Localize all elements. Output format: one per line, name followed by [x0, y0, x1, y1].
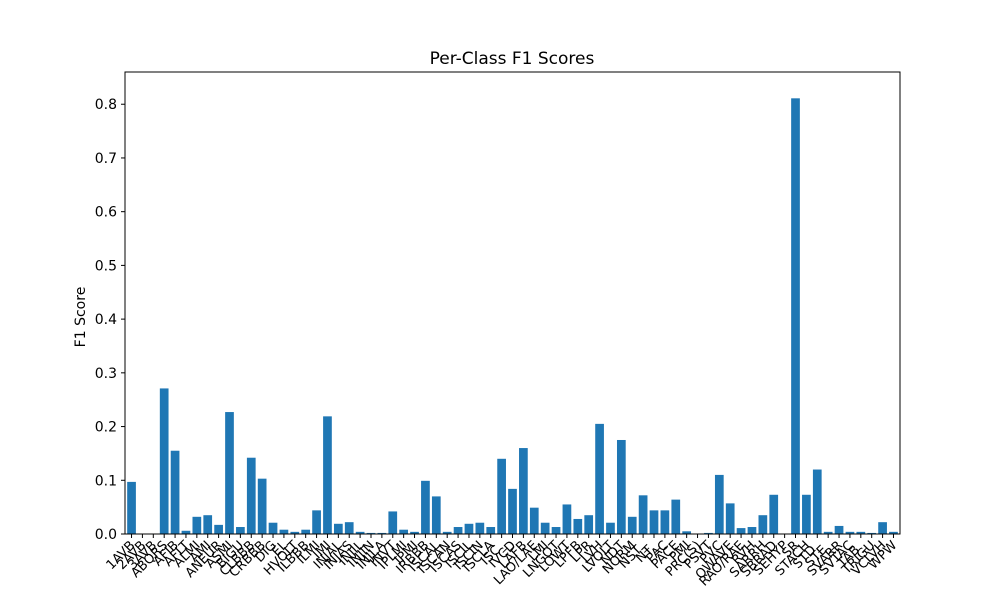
bar-asmi: [225, 412, 234, 534]
bar-imi: [323, 416, 332, 534]
y-tick-label: 0.3: [95, 366, 117, 382]
bar-ivcd: [508, 488, 517, 534]
y-tick-label: 0.7: [95, 151, 117, 167]
y-tick-label: 0.4: [95, 312, 117, 328]
bar-sbrad: [769, 494, 779, 534]
bar-nt-: [649, 510, 659, 534]
bar-iplmi: [399, 529, 409, 534]
bar-injas: [344, 522, 354, 534]
bar-bigu: [236, 527, 245, 534]
bar-wpw: [889, 531, 898, 534]
bar-injla: [377, 532, 387, 534]
bar-pac: [660, 510, 670, 534]
bar-vclvh: [878, 522, 887, 534]
bar-rao-rae: [736, 528, 746, 534]
y-tick-label: 0.0: [95, 527, 117, 543]
bar-pvc: [714, 474, 724, 534]
bar-trigu: [867, 532, 877, 534]
y-tick-label: 0.6: [95, 205, 117, 221]
bar-injal: [333, 523, 343, 534]
chart-title: Per-Class F1 Scores: [430, 49, 595, 69]
bar-nst-: [638, 495, 648, 534]
bar-svtac: [845, 531, 855, 534]
y-tick-label: 0.8: [95, 97, 117, 113]
bar-tab-: [856, 531, 866, 534]
bar-iscan: [442, 531, 452, 534]
bar-lvh: [595, 423, 604, 534]
bar-svarr: [834, 525, 844, 534]
bar-aflt: [181, 530, 191, 534]
bar-el: [279, 529, 289, 534]
bar-rvh: [747, 527, 757, 534]
y-tick-label: 0.5: [95, 258, 117, 274]
bar-psvt: [704, 532, 713, 534]
bar-lowt: [562, 504, 572, 534]
bar-1avb: [127, 481, 136, 534]
bar-pmi: [682, 531, 692, 534]
bar-isc-: [497, 458, 506, 534]
y-axis-label: F1 Score: [73, 287, 89, 348]
bars-group: [127, 98, 898, 534]
bar-afib: [170, 450, 180, 534]
bar-qwave: [725, 503, 735, 534]
bar-norm: [627, 516, 637, 534]
x-axis-ticks: 1AVB2AVB3AVBABQRSAFIBAFLTALMIAMIANEURASM…: [104, 534, 900, 589]
bar-aneur: [214, 524, 223, 534]
bar-ilbbb: [301, 529, 311, 534]
plot-area-frame: [124, 71, 901, 535]
bar-dig: [268, 522, 278, 534]
bar-lpr: [584, 515, 594, 534]
bar-sarrh: [758, 515, 768, 534]
bar-abqrs: [159, 388, 169, 534]
bar-injil: [355, 531, 365, 534]
bar-lmi: [540, 522, 550, 534]
bar-iscla: [486, 527, 496, 534]
bar-ipmi: [410, 531, 419, 534]
bar-lao-lae: [529, 507, 539, 534]
bar-iscal: [431, 496, 441, 534]
bar-almi: [192, 516, 202, 534]
bar-lvolt: [606, 522, 615, 534]
bar-sr: [791, 98, 800, 534]
y-axis-ticks: 0.0 0.1 0.2 0.3 0.4 0.5 0.6 0.7 0.8: [95, 97, 125, 543]
bar-pace: [671, 499, 681, 534]
bar-invt: [388, 511, 398, 534]
bar-ami: [203, 515, 213, 534]
bar-std-: [812, 469, 822, 534]
bar-lngqt: [551, 527, 561, 534]
bar-stach: [802, 494, 811, 534]
bar-ndt: [616, 439, 626, 534]
bar-crbbb: [257, 478, 267, 534]
y-tick-label: 0.2: [95, 420, 117, 436]
bar-clbbb: [246, 457, 256, 534]
y-tick-label: 0.1: [95, 473, 117, 489]
bar-injin: [366, 532, 376, 534]
bar-iscil: [464, 523, 474, 534]
bar-lpfb: [573, 518, 583, 534]
bar-ilmi: [312, 510, 321, 534]
bar-iscas: [453, 527, 463, 534]
bar-ste-: [823, 531, 833, 534]
bar-lafb: [519, 448, 528, 534]
bar-hvolt: [290, 531, 300, 534]
bar-iscin: [475, 522, 485, 534]
bar-irbbb: [421, 480, 430, 534]
